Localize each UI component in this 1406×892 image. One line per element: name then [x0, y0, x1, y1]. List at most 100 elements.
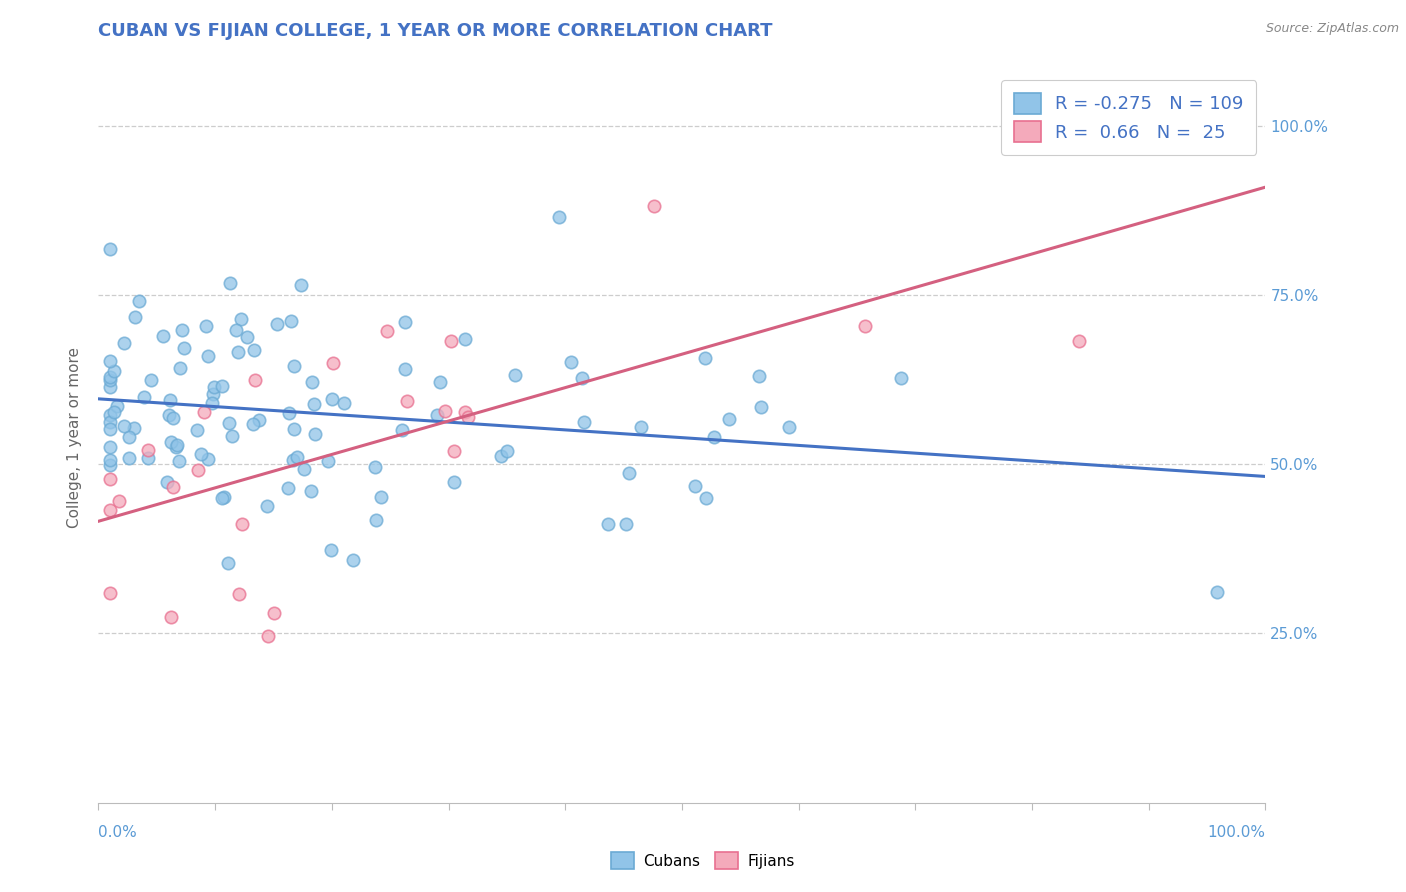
Point	[159, 393, 181, 408]
Point	[263, 606, 285, 620]
Point	[159, 434, 181, 449]
Point	[98, 503, 121, 517]
Point	[683, 479, 706, 493]
Point	[342, 553, 364, 567]
Point	[489, 449, 512, 463]
Point	[219, 276, 242, 290]
Point	[434, 404, 457, 418]
Legend: R = -0.275   N = 109, R =  0.66   N =  25: R = -0.275 N = 109, R = 0.66 N = 25	[1001, 80, 1257, 154]
Point	[375, 324, 398, 338]
Point	[614, 516, 637, 531]
Point	[103, 364, 125, 378]
Point	[139, 373, 162, 387]
Text: CUBAN VS FIJIAN COLLEGE, 1 YEAR OR MORE CORRELATION CHART: CUBAN VS FIJIAN COLLEGE, 1 YEAR OR MORE …	[98, 22, 773, 40]
Point	[169, 454, 191, 468]
Point	[197, 349, 219, 363]
Point	[304, 426, 326, 441]
Point	[197, 451, 219, 466]
Point	[228, 587, 250, 601]
Point	[560, 355, 582, 369]
Legend: Cubans, Fijians: Cubans, Fijians	[605, 846, 801, 875]
Point	[98, 408, 121, 422]
Point	[257, 629, 280, 643]
Point	[155, 475, 177, 490]
Point	[247, 413, 270, 427]
Point	[202, 380, 225, 394]
Point	[108, 494, 131, 508]
Point	[283, 359, 305, 374]
Point	[118, 430, 141, 444]
Point	[630, 420, 652, 434]
Point	[1069, 334, 1091, 348]
Point	[103, 405, 125, 419]
Point	[496, 444, 519, 458]
Point	[443, 444, 465, 458]
Point	[98, 415, 121, 429]
Point	[280, 314, 302, 328]
Point	[221, 428, 243, 442]
Point	[643, 199, 665, 213]
Point	[229, 312, 252, 326]
Point	[283, 422, 305, 436]
Point	[98, 369, 121, 384]
Point	[391, 423, 413, 437]
Point	[193, 405, 215, 419]
Point	[285, 450, 308, 465]
Point	[225, 323, 247, 337]
Point	[218, 416, 240, 430]
Point	[243, 343, 266, 357]
Point	[98, 380, 121, 394]
Point	[292, 462, 315, 476]
Point	[152, 329, 174, 343]
Point	[112, 335, 135, 350]
Point	[277, 406, 299, 420]
Point	[122, 421, 145, 435]
Point	[572, 416, 595, 430]
Point	[322, 356, 344, 370]
Point	[124, 310, 146, 325]
Point	[243, 373, 266, 387]
Point	[370, 490, 392, 504]
Point	[454, 405, 477, 419]
Point	[132, 390, 155, 404]
Point	[318, 454, 340, 468]
Point	[429, 375, 451, 389]
Point	[751, 400, 773, 414]
Point	[226, 345, 249, 359]
Point	[703, 430, 725, 444]
Y-axis label: College, 1 year or more: College, 1 year or more	[67, 347, 83, 527]
Point	[128, 294, 150, 309]
Point	[190, 447, 212, 461]
Point	[596, 516, 619, 531]
Point	[299, 483, 322, 498]
Point	[105, 399, 128, 413]
Point	[187, 463, 209, 477]
Point	[162, 480, 184, 494]
Point	[162, 411, 184, 425]
Point	[201, 387, 224, 401]
Point	[453, 332, 475, 346]
Point	[118, 451, 141, 466]
Point	[394, 362, 416, 376]
Point	[457, 409, 479, 424]
Point	[157, 408, 180, 422]
Point	[290, 278, 312, 293]
Point	[211, 379, 233, 393]
Point	[321, 543, 343, 558]
Point	[693, 351, 716, 365]
Point	[617, 466, 640, 480]
Point	[214, 490, 236, 504]
Point	[138, 442, 160, 457]
Text: 100.0%: 100.0%	[1208, 825, 1265, 840]
Point	[266, 317, 288, 331]
Point	[173, 341, 195, 355]
Text: 0.0%: 0.0%	[98, 825, 138, 840]
Point	[112, 419, 135, 434]
Point	[170, 322, 193, 336]
Point	[321, 392, 343, 407]
Point	[98, 353, 121, 368]
Point	[332, 396, 354, 410]
Point	[443, 475, 465, 489]
Point	[778, 420, 800, 434]
Point	[695, 491, 717, 506]
